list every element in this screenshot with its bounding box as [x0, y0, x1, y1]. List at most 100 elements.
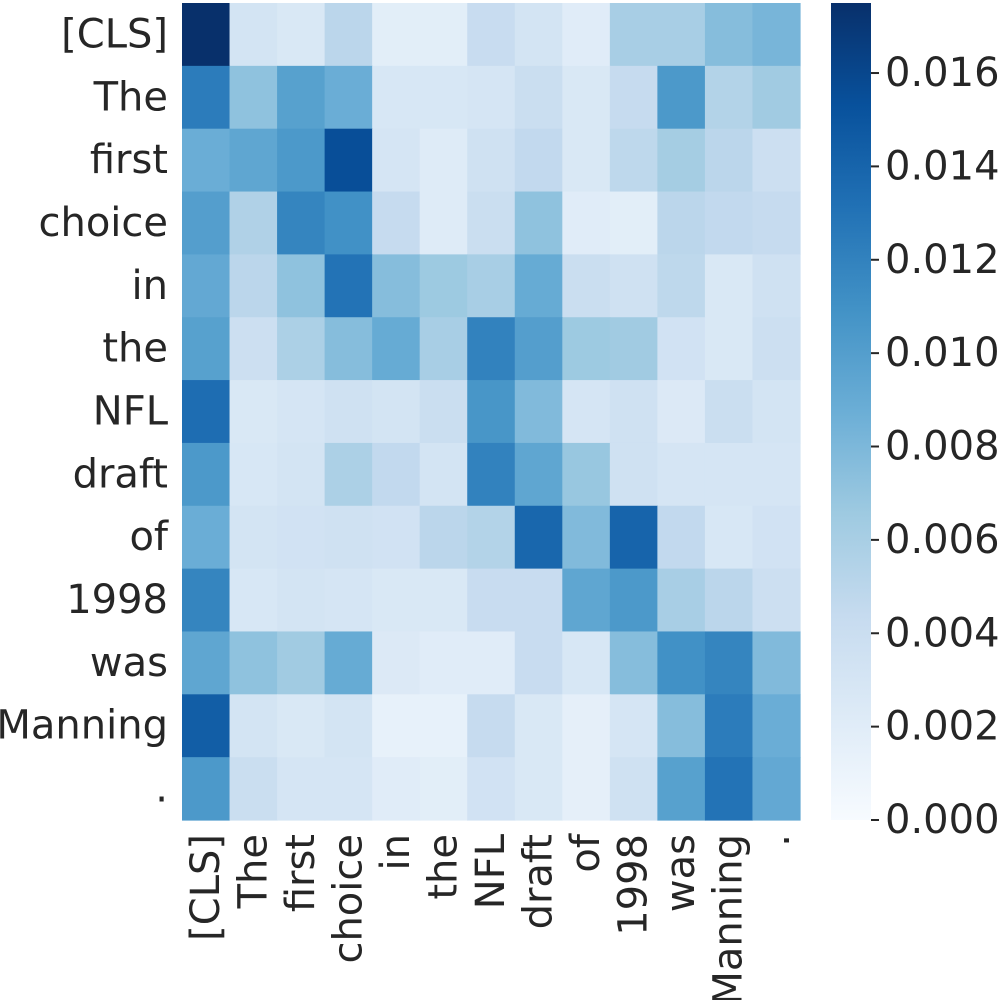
heatmap-cell-r0-c11	[704, 3, 754, 67]
heatmap-cell-r0-c2	[277, 3, 326, 67]
heatmap-cell-r3-c8	[562, 191, 611, 255]
heatmap-cell-r7-c12	[752, 442, 801, 507]
heatmap-cell-r12-c0	[182, 757, 231, 821]
heatmap-cell-r12-c11	[704, 757, 754, 821]
heatmap-cell-r4-c5	[419, 254, 468, 318]
heatmap-cell-r12-c5	[419, 757, 468, 821]
heatmap-cell-r0-c1	[229, 3, 278, 67]
heatmap-cell-r11-c12	[752, 694, 801, 758]
heatmap-cell-r11-c5	[419, 694, 468, 758]
heatmap-cell-r8-c11	[704, 505, 754, 570]
heatmap-cell-r11-c0	[182, 694, 231, 758]
heatmap-cell-r4-c0	[182, 254, 231, 318]
heatmap-cell-r11-c7	[514, 694, 563, 758]
heatmap-cell-r10-c12	[752, 631, 801, 695]
heatmap-cell-r7-c8	[562, 442, 611, 507]
heatmap-cell-r0-c8	[562, 3, 611, 67]
heatmap-cell-r7-c0	[182, 442, 231, 507]
heatmap-cell-r9-c12	[752, 568, 801, 633]
heatmap-cell-r3-c0	[182, 191, 231, 255]
heatmap-cell-r9-c7	[514, 568, 563, 633]
heatmap-cell-r3-c9	[609, 191, 658, 255]
colorbar-tick-label: 0.002	[885, 704, 1000, 750]
heatmap-cell-r5-c4	[372, 317, 421, 381]
y-tick-label: first	[90, 137, 168, 183]
heatmap-cell-r6-c1	[229, 380, 278, 444]
heatmap-cell-r1-c4	[372, 65, 421, 130]
heatmap-cell-r2-c8	[562, 128, 611, 193]
heatmap-cell-r11-c1	[229, 694, 278, 758]
heatmap-cell-r0-c0	[182, 3, 231, 67]
heatmap-cell-r4-c1	[229, 254, 278, 318]
heatmap-cell-r5-c2	[277, 317, 326, 381]
heatmap-cell-r3-c3	[324, 191, 373, 255]
colorbar-tick-label: 0.000	[885, 797, 1000, 843]
heatmap-cell-r8-c9	[609, 505, 658, 570]
heatmap-cell-r5-c1	[229, 317, 278, 381]
heatmap-cell-r6-c7	[514, 380, 563, 444]
heatmap-cell-r8-c1	[229, 505, 278, 570]
heatmap-cell-r10-c10	[657, 631, 706, 695]
heatmap-cell-r6-c6	[467, 380, 516, 444]
heatmap-cell-r6-c12	[752, 380, 801, 444]
heatmap-cell-r2-c12	[752, 128, 801, 193]
heatmap-cell-r0-c9	[609, 3, 658, 67]
heatmap-cell-r8-c5	[419, 505, 468, 570]
heatmap-cell-r4-c10	[657, 254, 706, 318]
heatmap-cell-r5-c8	[562, 317, 611, 381]
heatmap-cell-r7-c3	[324, 442, 373, 507]
x-tick-label: draft	[516, 834, 562, 929]
heatmap-cell-r2-c6	[467, 128, 516, 193]
heatmap-cell-r6-c4	[372, 380, 421, 444]
heatmap-cell-r3-c4	[372, 191, 421, 255]
x-axis-tick-labels: [CLS] The first choice in the NFL draft of 1998 wa…	[183, 833, 799, 1000]
heatmap-cell-r1-c1	[229, 65, 278, 130]
heatmap-cell-r0-c3	[324, 3, 373, 67]
heatmap-cell-r10-c4	[372, 631, 421, 695]
heatmap-cell-r5-c10	[657, 317, 706, 381]
heatmap-cell-r12-c2	[277, 757, 326, 821]
y-tick-label: of	[129, 514, 168, 560]
x-tick-label: in	[373, 834, 419, 870]
heatmap-cell-r1-c5	[419, 65, 468, 130]
heatmap-cell-r2-c10	[657, 128, 706, 193]
heatmap-cell-r4-c3	[324, 254, 373, 318]
heatmap-cell-r12-c7	[514, 757, 563, 821]
heatmap-cell-r0-c6	[467, 3, 516, 67]
heatmap-cell-r3-c5	[419, 191, 468, 255]
x-tick-label: The	[230, 834, 276, 909]
heatmap-cell-r10-c0	[182, 631, 231, 695]
heatmap-cell-r5-c0	[182, 317, 231, 381]
heatmap-cell-r6-c8	[562, 380, 611, 444]
heatmap-cell-r11-c10	[657, 694, 706, 758]
colorbar-ticks: 0.000 0.002 0.004 0.006 0.008 0.010 0.012 0.014…	[871, 50, 1000, 843]
heatmap-cell-r11-c9	[609, 694, 658, 758]
heatmap-cell-r1-c0	[182, 65, 231, 130]
y-tick-label: .	[155, 766, 168, 812]
heatmap-cell-r4-c9	[609, 254, 658, 318]
heatmap-cell-r9-c3	[324, 568, 373, 633]
heatmap-cell-r11-c11	[704, 694, 754, 758]
heatmap-cell-r8-c12	[752, 505, 801, 570]
heatmap-cell-r7-c2	[277, 442, 326, 507]
heatmap-cell-r5-c11	[704, 317, 754, 381]
heatmap-cell-r1-c8	[562, 65, 611, 130]
heatmap-cell-r8-c6	[467, 505, 516, 570]
heatmap-cell-r7-c1	[229, 442, 278, 507]
heatmap-cell-r3-c10	[657, 191, 706, 255]
heatmap-cell-r12-c8	[562, 757, 611, 821]
x-tick-label: 1998	[611, 834, 657, 936]
heatmap-cell-r11-c8	[562, 694, 611, 758]
heatmap-cell-r3-c6	[467, 191, 516, 255]
heatmap-cell-r2-c7	[514, 128, 563, 193]
heatmap-cell-r4-c2	[277, 254, 326, 318]
heatmap-cell-r1-c3	[324, 65, 373, 130]
heatmap-cell-r10-c2	[277, 631, 326, 695]
colorbar-tick-label: 0.010	[885, 330, 1000, 376]
heatmap-cell-r6-c3	[324, 380, 373, 444]
colorbar-tick-label: 0.008	[885, 424, 1000, 470]
heatmap-cell-r9-c4	[372, 568, 421, 633]
heatmap-cell-r5-c12	[752, 317, 801, 381]
y-tick-label: was	[90, 640, 168, 686]
